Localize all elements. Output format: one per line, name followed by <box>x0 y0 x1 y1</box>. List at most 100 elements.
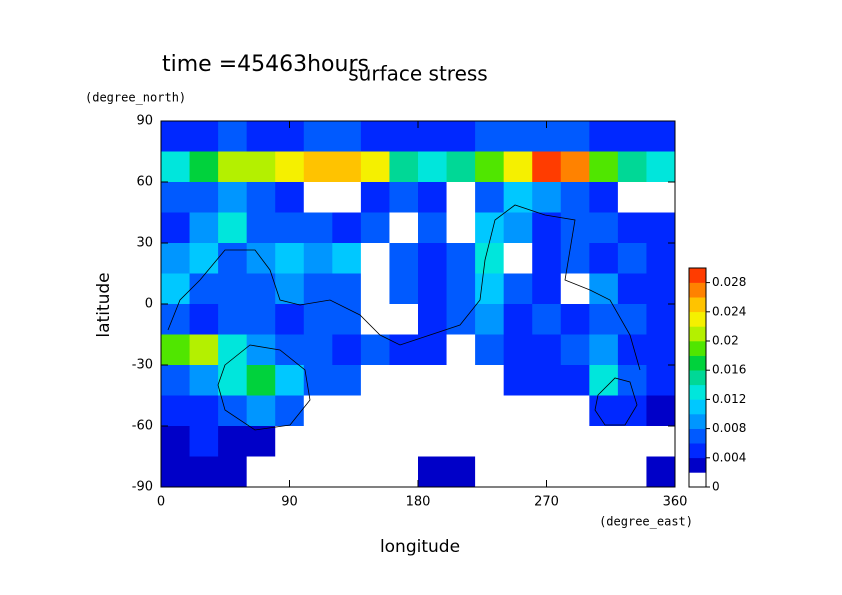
cell <box>389 273 419 305</box>
cell <box>332 243 362 274</box>
cell <box>275 365 305 396</box>
cell <box>275 182 305 213</box>
y-tick-label: -30 <box>132 358 153 373</box>
cell <box>475 182 505 213</box>
colorbar-segment <box>689 472 706 488</box>
cell <box>475 151 505 183</box>
cell <box>646 304 676 335</box>
cell <box>503 212 533 244</box>
cell <box>418 426 448 457</box>
cell <box>218 182 248 213</box>
cell <box>332 456 362 488</box>
cell <box>303 212 333 244</box>
cell <box>189 243 219 274</box>
cell <box>189 182 219 213</box>
cell <box>617 212 647 244</box>
cell <box>189 334 219 366</box>
cell <box>589 151 619 183</box>
cell <box>332 151 362 183</box>
cell <box>418 121 448 152</box>
cell <box>218 456 248 488</box>
cell <box>218 273 248 305</box>
cell <box>389 121 419 152</box>
cell <box>332 182 362 213</box>
cell <box>617 243 647 274</box>
cell <box>475 456 505 488</box>
cell <box>161 304 191 335</box>
colorbar-tick-label: 0.024 <box>712 304 746 318</box>
colorbar-segment <box>689 370 706 386</box>
coastlines <box>167 204 641 431</box>
colorbar-segment <box>689 399 706 415</box>
cell <box>646 426 676 457</box>
cell <box>303 456 333 488</box>
cell <box>418 395 448 427</box>
cell <box>589 212 619 244</box>
colorbar-segment <box>689 428 706 444</box>
cell <box>189 273 219 305</box>
cell <box>303 243 333 274</box>
cell <box>560 334 590 366</box>
cell <box>161 243 191 274</box>
cell <box>332 212 362 244</box>
cell <box>360 273 390 305</box>
colorbar-frame <box>688 267 707 488</box>
cell <box>446 365 476 396</box>
cell <box>332 121 362 152</box>
cell <box>246 334 276 366</box>
chart-title: surface stress <box>348 62 487 86</box>
cell <box>389 365 419 396</box>
cell <box>418 212 448 244</box>
cell <box>161 182 191 213</box>
cell <box>360 151 390 183</box>
cell <box>161 456 191 488</box>
cell <box>161 121 191 152</box>
cell <box>646 182 676 213</box>
cell <box>275 151 305 183</box>
cell <box>589 365 619 396</box>
cell <box>389 426 419 457</box>
cell <box>246 395 276 427</box>
cell <box>246 212 276 244</box>
cell <box>617 121 647 152</box>
colorbar-segment <box>689 341 706 356</box>
cell <box>475 273 505 305</box>
cell <box>617 395 647 427</box>
y-axis-label: latitude <box>94 272 114 337</box>
cell <box>475 426 505 457</box>
cell <box>303 182 333 213</box>
cell <box>646 121 676 152</box>
cell <box>560 243 590 274</box>
cell <box>303 426 333 457</box>
cell <box>503 426 533 457</box>
cell <box>532 273 562 305</box>
cell <box>161 365 191 396</box>
cell <box>560 182 590 213</box>
cell <box>246 426 276 457</box>
cell <box>475 334 505 366</box>
cell <box>389 456 419 488</box>
cell <box>189 304 219 335</box>
cell <box>161 273 191 305</box>
cell <box>360 121 390 152</box>
cell <box>475 243 505 274</box>
cell <box>617 456 647 488</box>
cell <box>189 456 219 488</box>
cell <box>275 395 305 427</box>
cell <box>161 334 191 366</box>
cell <box>446 426 476 457</box>
cell <box>418 334 448 366</box>
cell <box>189 365 219 396</box>
x-tick-label: 270 <box>534 495 559 510</box>
cell <box>503 365 533 396</box>
cell <box>617 334 647 366</box>
y-tick-label: -90 <box>132 480 153 495</box>
cell <box>646 273 676 305</box>
cell <box>560 121 590 152</box>
cell <box>218 304 248 335</box>
cell <box>246 182 276 213</box>
colorbar-segment <box>689 311 706 327</box>
cell <box>418 304 448 335</box>
cell <box>560 365 590 396</box>
